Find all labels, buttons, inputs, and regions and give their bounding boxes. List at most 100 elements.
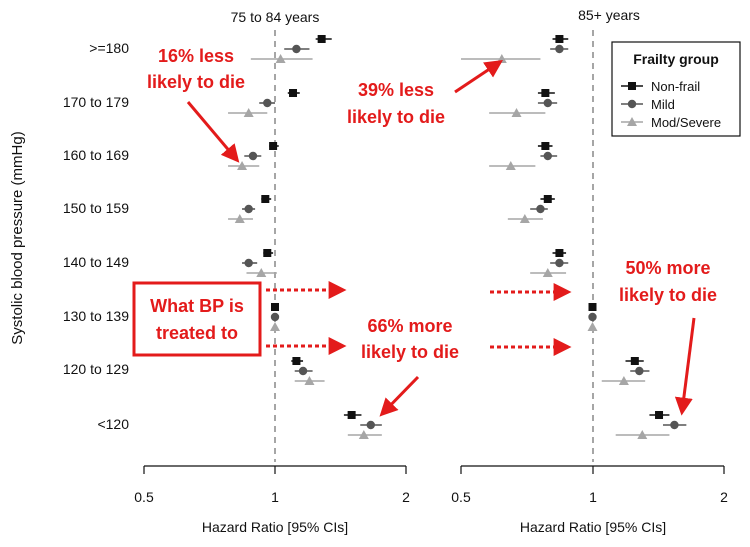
data-point	[270, 312, 280, 322]
data-point	[507, 214, 543, 223]
point-marker	[555, 249, 564, 257]
data-point	[228, 161, 260, 170]
point-marker	[543, 151, 552, 161]
data-point	[649, 411, 670, 419]
point-marker	[248, 151, 258, 161]
y-axis-title: Systolic blood pressure (mmHg)	[9, 131, 26, 344]
point-marker	[555, 44, 564, 54]
point-marker	[244, 204, 253, 214]
point-marker	[635, 366, 644, 376]
legend-marker	[627, 99, 637, 109]
data-point	[540, 151, 558, 161]
panel-title-right: 85+ years	[578, 7, 640, 23]
data-point	[601, 376, 646, 385]
annotation-line: likely to die	[147, 72, 245, 92]
data-point	[630, 366, 650, 376]
data-point	[315, 35, 332, 43]
data-point	[588, 303, 597, 311]
data-point	[662, 420, 687, 430]
data-point	[489, 161, 536, 170]
point-marker	[511, 108, 522, 117]
point-marker	[256, 268, 267, 277]
point-marker	[555, 258, 564, 268]
category-label: >=180	[89, 40, 129, 56]
category-label: 140 to 149	[63, 254, 129, 270]
x-axis-title-right: Hazard Ratio [95% CIs]	[520, 519, 666, 535]
data-point	[242, 258, 258, 268]
annotation-66-more: 66% more likely to die	[361, 316, 459, 362]
point-marker	[588, 303, 597, 311]
data-point	[287, 89, 300, 97]
data-point	[552, 35, 569, 43]
annotation-line: 50% more	[625, 258, 710, 278]
point-marker	[271, 303, 279, 311]
point-marker	[637, 430, 648, 439]
point-marker	[270, 312, 280, 322]
x-tick-label: 0.5	[451, 489, 471, 505]
data-point	[246, 268, 277, 277]
point-marker	[670, 420, 679, 430]
category-label: 130 to 139	[63, 308, 129, 324]
data-point	[244, 151, 262, 161]
x-tick-label: 1	[271, 489, 279, 505]
data-point	[271, 303, 279, 311]
point-marker	[275, 54, 286, 63]
point-marker	[543, 98, 552, 108]
annotation-arrow	[674, 317, 696, 416]
legend-item: Mild	[621, 97, 675, 112]
annotation-line: likely to die	[347, 107, 445, 127]
point-marker	[304, 376, 315, 385]
point-marker	[237, 161, 248, 170]
x-tick-label: 1	[589, 489, 597, 505]
point-marker	[655, 411, 664, 419]
x-axis-right	[460, 465, 725, 474]
legend-item: Non-frail	[621, 79, 700, 94]
point-marker	[630, 357, 639, 365]
point-marker	[555, 35, 564, 43]
point-marker	[263, 249, 272, 257]
point-marker	[519, 214, 530, 223]
data-point	[228, 214, 253, 223]
point-marker	[243, 108, 254, 117]
annotation-line: likely to die	[619, 285, 717, 305]
point-marker	[366, 420, 375, 430]
category-label: 120 to 129	[63, 361, 129, 377]
point-marker	[618, 376, 629, 385]
x-axis-title-left: Hazard Ratio [95% CIs]	[202, 519, 348, 535]
data-point	[269, 142, 279, 150]
point-marker	[292, 44, 301, 54]
point-marker	[292, 357, 301, 365]
category-label: 150 to 159	[63, 200, 129, 216]
point-marker	[542, 268, 553, 277]
treated-to-box	[132, 281, 262, 357]
data-point	[588, 312, 597, 322]
point-marker	[536, 204, 545, 214]
data-point	[530, 204, 548, 214]
data-point	[537, 98, 558, 108]
point-marker	[298, 366, 308, 376]
annotation-line: What BP is	[150, 296, 244, 316]
data-point	[461, 54, 541, 63]
point-marker	[234, 214, 245, 223]
data-point	[537, 89, 555, 97]
point-marker	[347, 411, 356, 419]
legend-title: Frailty group	[633, 51, 719, 67]
point-marker	[263, 98, 272, 108]
data-point	[261, 195, 272, 203]
annotation-50-more: 50% more likely to die	[619, 258, 717, 305]
legend: Frailty group Non-frail Mild Mod/Severe	[611, 41, 741, 137]
annotation-arrow	[454, 60, 503, 94]
data-point	[242, 204, 256, 214]
data-point	[537, 142, 553, 150]
data-point	[540, 195, 555, 203]
point-marker	[505, 161, 516, 170]
data-point	[625, 357, 644, 365]
x-tick-label: 0.5	[134, 489, 154, 505]
legend-marker	[627, 117, 637, 126]
legend-marker	[628, 82, 636, 90]
legend-item: Mod/Severe	[621, 115, 721, 130]
point-marker	[269, 142, 278, 150]
data-point	[294, 376, 325, 385]
annotation-line: likely to die	[361, 342, 459, 362]
